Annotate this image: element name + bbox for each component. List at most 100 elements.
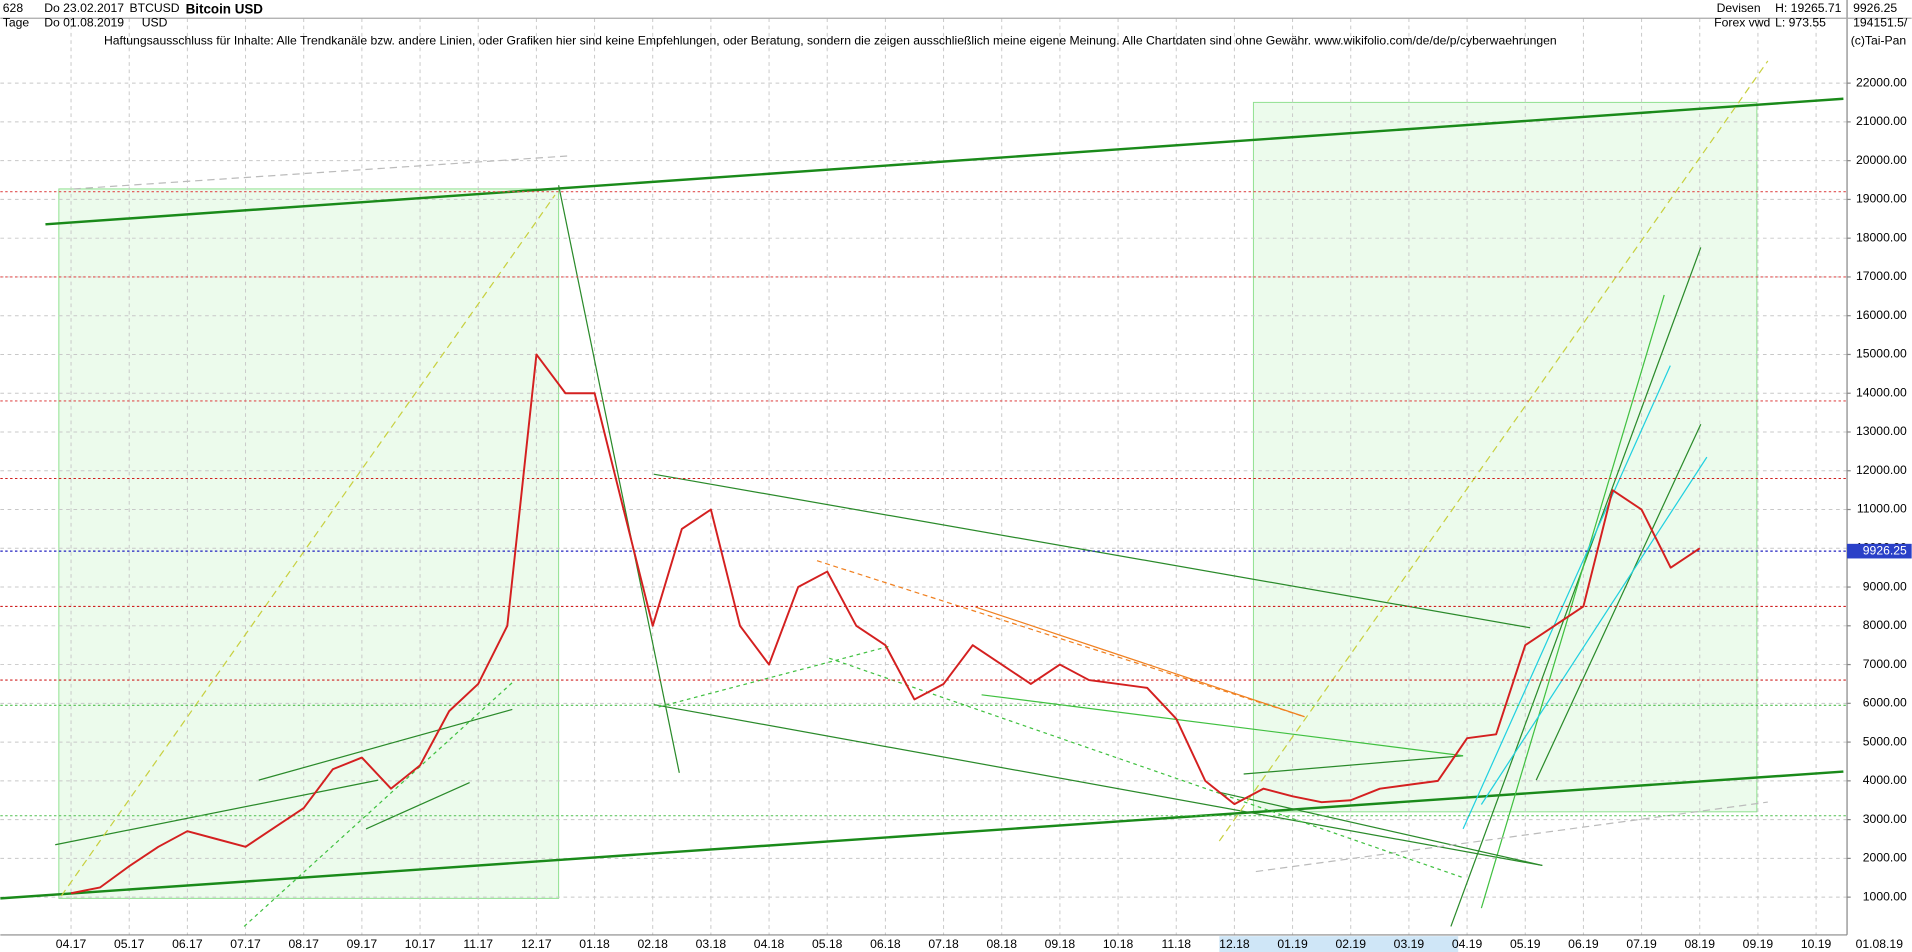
volume: 194151.5/: [1853, 15, 1908, 29]
x-tick-label: 01.18: [579, 937, 610, 951]
y-tick-label: 6000.00: [1863, 696, 1907, 710]
x-tick-label: 01.19: [1277, 937, 1308, 951]
x-tick-label: 11.17: [463, 937, 493, 951]
close: 9926.25: [1853, 1, 1897, 15]
trendline: [1480, 456, 1708, 805]
trendline: [55, 779, 379, 846]
x-tick-label: 03.18: [696, 937, 727, 951]
trendline: [653, 473, 1531, 629]
last-price-tag: [1847, 543, 1912, 559]
trendline: [1480, 294, 1665, 909]
y-tick-label: 7000.00: [1863, 657, 1907, 671]
trendline: [1450, 247, 1702, 927]
x-tick-label: 04.17: [56, 937, 87, 951]
market: Devisen: [1717, 1, 1761, 15]
y-tick-label: 20000.00: [1856, 153, 1907, 167]
trendline: [243, 682, 513, 927]
period: Tage: [3, 15, 30, 29]
x-tick-label: 11.18: [1161, 937, 1191, 951]
y-tick-label: 9000.00: [1863, 579, 1907, 593]
disclaimer: Haftungsausschluss für Inhalte: Alle Tre…: [104, 34, 1557, 48]
y-tick-label: 3000.00: [1863, 812, 1907, 826]
trendline: [365, 782, 470, 830]
x-tick-label: 08.18: [987, 937, 1018, 951]
x-tick-label: 04.18: [754, 937, 785, 951]
trendline: [1535, 423, 1702, 781]
trendline: [258, 708, 513, 781]
y-tick-label: 12000.00: [1856, 463, 1907, 477]
y-tick-label: 5000.00: [1863, 734, 1907, 748]
x-end-label: 01.08.19: [1856, 937, 1904, 951]
x-tick-label: 05.19: [1510, 937, 1541, 951]
x-tick-label: 02.18: [637, 937, 668, 951]
copyright: (c)Tai-Pan: [1851, 34, 1906, 48]
high: H: 19265.71: [1775, 1, 1842, 15]
x-tick-label: 02.19: [1336, 937, 1367, 951]
x-tick-label: 03.19: [1394, 937, 1425, 951]
y-tick-label: 15000.00: [1856, 347, 1907, 361]
x-tick-label: 07.18: [928, 937, 959, 951]
price: [0, 191, 1848, 895]
x-tick-label: 05.17: [114, 937, 145, 951]
trendline: [975, 606, 1305, 718]
last-price-label: 9926.25: [1863, 543, 1907, 557]
x-tick-label: 08.17: [288, 937, 319, 951]
x-tick-label: 10.17: [405, 937, 436, 951]
x-tick-label: 12.17: [521, 937, 552, 951]
zone: [1252, 101, 1758, 813]
x-tick-label: 04.19: [1452, 937, 1483, 951]
trendline: [829, 657, 1464, 879]
trendline: [0, 770, 1844, 900]
x-tick-label: 06.19: [1568, 937, 1599, 951]
trendline: [981, 694, 1464, 757]
y-tick-label: 4000.00: [1863, 773, 1907, 787]
trendline: [653, 703, 1543, 867]
x-tick-label: 12.18: [1219, 937, 1250, 951]
symbol: BTCUSD: [130, 1, 180, 15]
start-date: Do 23.02.2017: [44, 1, 124, 15]
trendline: [60, 194, 556, 897]
x-tick-label: 09.17: [347, 937, 378, 951]
y-tick-label: 13000.00: [1856, 424, 1907, 438]
y-axis-panel: [1847, 0, 1912, 952]
y-tick-label: 17000.00: [1856, 269, 1907, 283]
x-tick-label: 10.18: [1103, 937, 1134, 951]
y-tick-label: 8000.00: [1863, 618, 1907, 632]
price-line: [70, 353, 1701, 895]
x-axis-highlight: [1219, 936, 1459, 952]
x-tick-label: 05.18: [812, 937, 843, 951]
x-tick-label: 10.19: [1801, 937, 1832, 951]
y-tick-label: 19000.00: [1856, 192, 1907, 206]
y-tick-label: 1000.00: [1863, 889, 1907, 903]
y-tick-label: 21000.00: [1856, 114, 1907, 128]
bars: 628: [3, 1, 24, 15]
trendline: [1243, 755, 1464, 775]
trendline: [73, 155, 568, 190]
x-tick-label: 08.19: [1685, 937, 1716, 951]
trendline: [658, 645, 891, 708]
chart-title: Bitcoin USD: [186, 1, 264, 16]
trendline: [558, 185, 680, 773]
y-tick-label: 18000.00: [1856, 230, 1907, 244]
currency: USD: [142, 15, 168, 29]
grid: [0, 18, 1848, 935]
x-tick-label: 06.17: [172, 937, 203, 951]
trendlines: [0, 60, 1844, 927]
low: L: 973.55: [1775, 15, 1826, 29]
trendline: [1218, 60, 1769, 842]
y-tick-label: 22000.00: [1856, 75, 1907, 89]
trendline: [1462, 365, 1671, 830]
x-tick-label: 06.18: [870, 937, 901, 951]
x-tick-label: 09.19: [1743, 937, 1774, 951]
x-tick-label: 09.18: [1045, 937, 1076, 951]
header-bar: [0, 0, 1848, 19]
end-date: Do 01.08.2019: [44, 15, 124, 29]
trendline: [1219, 791, 1543, 867]
source: Forex vwd: [1714, 15, 1770, 29]
y-tick-label: 2000.00: [1863, 851, 1907, 865]
y-tick-label: 11000.00: [1857, 502, 1907, 516]
y-tick-label: 16000.00: [1856, 308, 1907, 322]
trendline: [45, 97, 1844, 226]
x-tick-label: 07.17: [230, 937, 261, 951]
